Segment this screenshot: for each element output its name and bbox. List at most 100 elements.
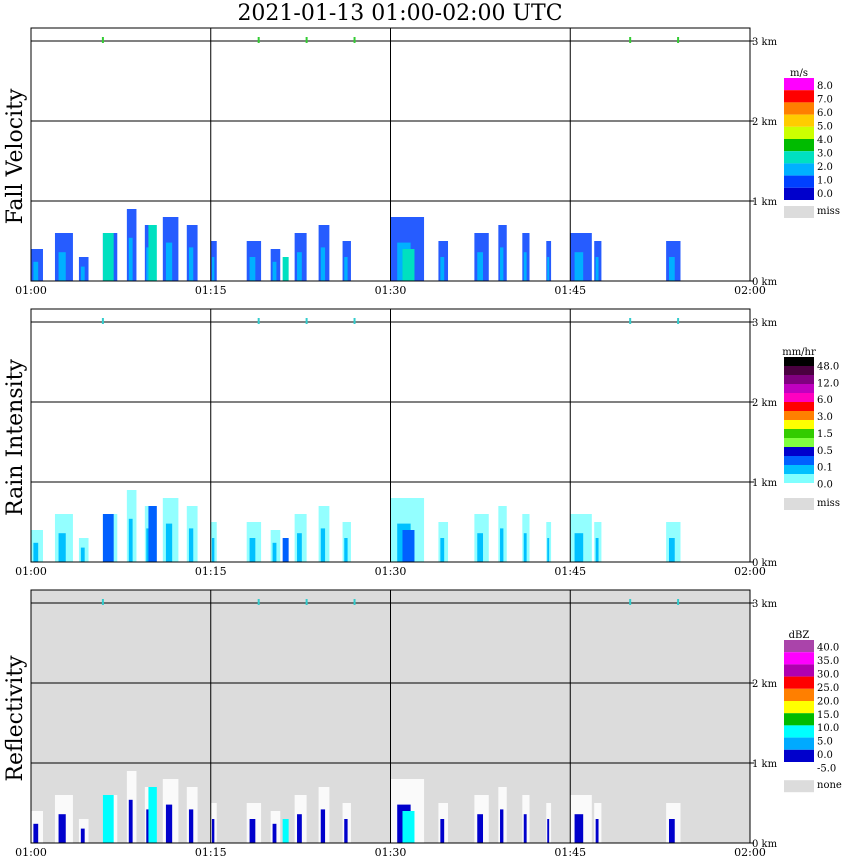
x-tick-label: 01:15 [195,284,227,297]
precip-cell-core [211,819,215,843]
x-tick-label: 01:30 [375,565,407,578]
colorbar-label: 1.5 [817,429,833,440]
colorbar-label: 1.0 [817,176,833,187]
x-tick-label: 01:45 [554,565,586,578]
colorbar-label: 0.0 [817,189,833,200]
colorbar-label: 3.0 [817,412,833,423]
colorbar-label: 6.0 [817,395,833,406]
colorbar-label: 4.0 [817,135,833,146]
precip-cell-core [188,247,194,281]
colorbar-label: 12.0 [817,378,839,389]
precip-cell-core [165,523,173,562]
precip-cell-core [165,242,173,281]
colorbar-miss-label: miss [817,498,840,509]
colorbar-label: 20.0 [817,696,839,707]
colorbar-label: 5.0 [817,737,833,748]
colorbar-swatch [784,725,814,738]
x-tick-label: 01:15 [195,846,227,859]
colorbar-swatch [784,762,814,775]
colorbar-miss-swatch [784,780,814,793]
colorbar-swatch [784,90,814,103]
precip-cell-core [595,819,599,843]
precip-cell-core [211,538,215,562]
colorbar-swatch [784,175,814,188]
x-tick-label: 01:00 [15,846,47,859]
precip-cell-core [188,528,194,562]
precip-cell-strong [282,257,289,281]
precip-cell-strong [148,506,157,562]
precip-cell-core [165,804,173,843]
precip-cell-core [344,819,348,843]
precip-cell-core [58,814,66,843]
colorbar-swatch [784,163,814,176]
precip-cell-core [440,257,445,281]
precip-cell-core [249,257,256,281]
colorbar-miss-swatch [784,498,814,510]
precip-cell-core [146,247,150,281]
precip-cell-strong [402,249,415,281]
precip-cell-core [440,538,445,562]
y-tick-label: 1 km [752,478,778,489]
colorbar-label: 0.5 [817,446,833,457]
colorbar-swatch [784,375,814,384]
colorbar-label: 40.0 [817,643,839,654]
colorbar-miss-swatch [784,206,814,218]
y-tick-label: 0 km [752,839,778,850]
colorbar-swatch [784,438,814,447]
colorbar-swatch [784,114,814,127]
colorbar-swatch [784,420,814,429]
precip-cell-core [58,533,66,562]
precip-cell-core [668,819,675,843]
precip-cell-strong [282,819,289,843]
y-tick-label: 3 km [752,37,778,48]
y-tick-label: 0 km [752,277,778,288]
precip-cell-core [297,533,302,562]
precip-cell-core [523,814,527,843]
precip-cell-core [500,528,504,562]
x-tick-label: 02:00 [734,565,766,578]
precip-cell-strong [402,530,415,562]
precip-cell-core [33,823,39,843]
colorbar-label: 0.0 [817,480,833,491]
colorbar-swatch [784,78,814,91]
precip-cell-core [33,261,39,281]
colorbar-swatch [784,701,814,714]
y-axis-label: Rain Intensity [3,358,28,515]
colorbar-swatch [784,366,814,375]
precip-cell-core [500,247,504,281]
x-tick-label: 01:00 [15,565,47,578]
colorbar-label: 48.0 [817,361,839,372]
colorbar-swatch [784,151,814,164]
y-axis-label: Reflectivity [3,655,28,782]
y-tick-label: 1 km [752,197,778,208]
precip-cell-core [574,533,584,562]
colorbar-label: 10.0 [817,723,839,734]
y-axis-label: Fall Velocity [3,88,28,224]
y-tick-label: 2 km [752,679,778,690]
precip-cell-core [320,528,326,562]
precip-cell-core [128,237,133,281]
x-tick-label: 02:00 [734,284,766,297]
precip-cell-core [547,538,550,562]
colorbar-swatch [784,357,814,366]
colorbar-swatch [784,411,814,420]
precip-cell-strong [282,538,289,562]
panel-border [30,27,751,282]
precip-cell-strong [402,811,415,843]
precip-cell-core [146,809,150,843]
colorbar-swatch [784,749,814,762]
precip-cell-core [188,809,194,843]
precip-cell-strong [102,514,114,562]
colorbar-swatch [784,652,814,665]
colorbar-miss-label: miss [817,206,840,217]
colorbar-label: 25.0 [817,683,839,694]
precip-cell-core [80,828,85,843]
colorbar-label: 6.0 [817,108,833,119]
precip-cell-core [80,266,85,281]
precip-cell-core [595,538,599,562]
precip-cell-core [272,542,277,562]
colorbar-label: 5.0 [817,121,833,132]
panel-border [30,589,751,844]
colorbar-swatch [784,402,814,411]
